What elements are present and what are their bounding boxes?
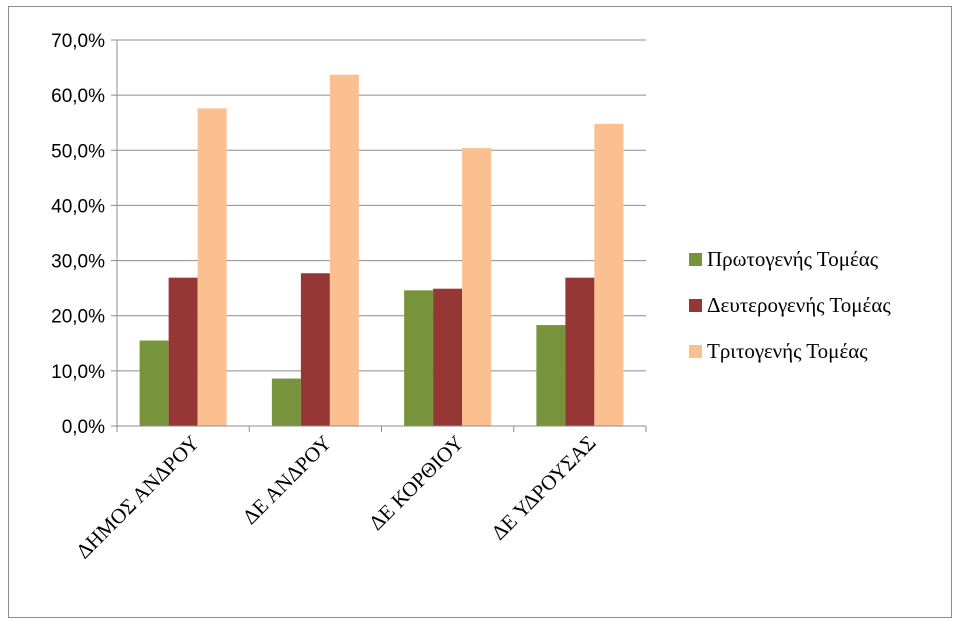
bar-1-3 <box>404 290 434 426</box>
bars <box>139 74 624 427</box>
y-tick-label: 20,0% <box>51 307 105 328</box>
legend: Πρωτογενής Τομέας Δευτερογενής Τομέας Τριτ… <box>689 247 891 363</box>
y-tick-label: 10,0% <box>51 362 105 383</box>
bar-2-4 <box>565 277 595 426</box>
x-category-label: ΔΕ ΑΝΔΡΟΥ <box>238 431 336 529</box>
x-category-label: ΔΕ ΥΔΡΟΥΣΑΣ <box>486 431 600 545</box>
x-axis: ΔΗΜΟΣ ΑΝΔΡΟΥ ΔΕ ΑΝΔΡΟΥ ΔΕ ΚΟΡΘΙΟΥ ΔΕ ΥΔΡΟΥΣ… <box>71 425 647 564</box>
legend-label: Πρωτογενής Τομέας <box>707 247 879 271</box>
bar-3-4 <box>594 123 624 427</box>
bar-2-1 <box>168 277 198 426</box>
bar-3-2 <box>329 74 359 427</box>
legend-item: Τριτογενής Τομέας <box>689 339 868 363</box>
bar-2-3 <box>433 288 463 426</box>
y-tick-label: 0,0% <box>62 417 105 438</box>
legend-item: Πρωτογενής Τομέας <box>689 247 879 271</box>
legend-swatch <box>689 253 702 266</box>
legend-swatch <box>689 299 702 312</box>
x-category-label: ΔΗΜΟΣ ΑΝΔΡΟΥ <box>71 431 204 564</box>
y-tick-label: 60,0% <box>51 86 105 107</box>
legend-swatch <box>689 345 702 358</box>
legend-label: Δευτερογενής Τομέας <box>707 293 891 317</box>
y-tick-label: 70,0% <box>51 31 105 52</box>
y-tick-label: 30,0% <box>51 252 105 273</box>
bar-3-1 <box>197 108 227 427</box>
bar-2-2 <box>300 273 330 426</box>
bar-3-3 <box>462 148 492 426</box>
legend-item: Δευτερογενής Τομέας <box>689 293 891 317</box>
bar-1-2 <box>271 378 301 426</box>
bar-1-4 <box>536 325 566 426</box>
y-axis: 0,0% 10,0% 20,0% 30,0% 40,0% 50,0% 60,0% 70,0% <box>51 31 118 438</box>
y-tick-label: 40,0% <box>51 196 105 217</box>
bar-1-1 <box>139 340 169 426</box>
legend-label: Τριτογενής Τομέας <box>707 339 868 363</box>
x-category-label: ΔΕ ΚΟΡΘΙΟΥ <box>364 431 468 535</box>
y-tick-label: 50,0% <box>51 141 105 162</box>
